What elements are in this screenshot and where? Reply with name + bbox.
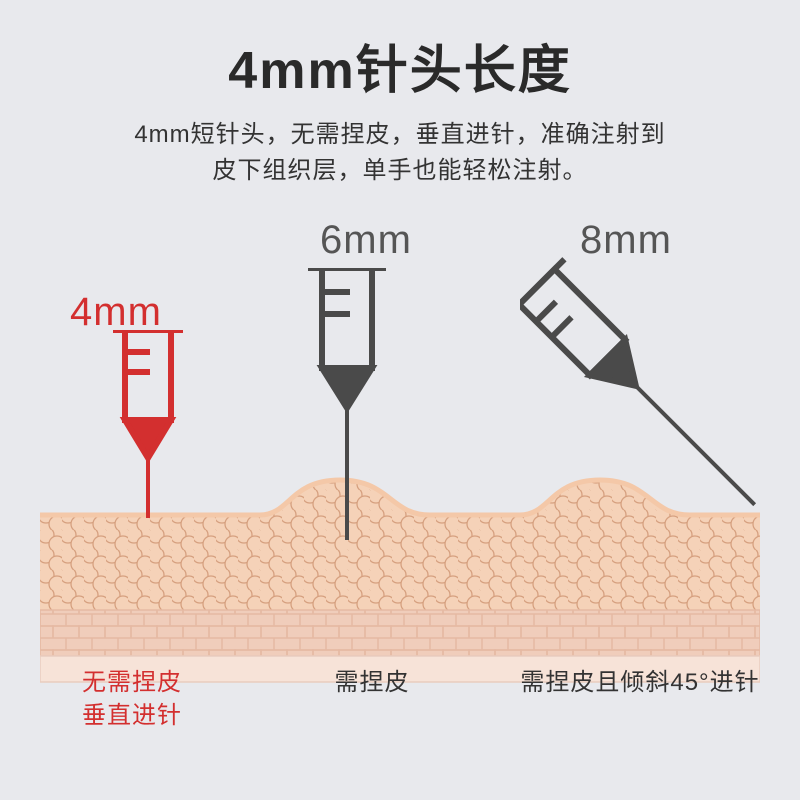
- caption-6mm: 需捏皮: [264, 667, 480, 732]
- caption-row: 无需捏皮 垂直进针 需捏皮 需捏皮且倾斜45°进针: [0, 667, 800, 732]
- label-6mm: 6mm: [320, 218, 412, 263]
- skin-cross-section: [40, 470, 760, 690]
- caption-4mm-line2: 垂直进针: [82, 702, 182, 729]
- caption-8mm-line1: 需捏皮且倾斜45°进针: [520, 669, 759, 696]
- subtitle-line-1: 4mm短针头，无需捏皮，垂直进针，准确注射到: [134, 121, 665, 148]
- page-title: 4mm针头长度: [0, 0, 800, 103]
- caption-4mm-line1: 无需捏皮: [82, 669, 182, 696]
- caption-8mm: 需捏皮且倾斜45°进针: [480, 667, 800, 732]
- caption-6mm-line1: 需捏皮: [335, 669, 410, 696]
- subtitle: 4mm短针头，无需捏皮，垂直进针，准确注射到 皮下组织层，单手也能轻松注射。: [0, 117, 800, 189]
- caption-4mm: 无需捏皮 垂直进针: [0, 667, 264, 732]
- label-8mm: 8mm: [580, 218, 672, 263]
- subtitle-line-2: 皮下组织层，单手也能轻松注射。: [213, 157, 588, 184]
- needle-diagram: 4mm 6mm 8mm: [0, 200, 800, 740]
- label-4mm: 4mm: [70, 290, 162, 335]
